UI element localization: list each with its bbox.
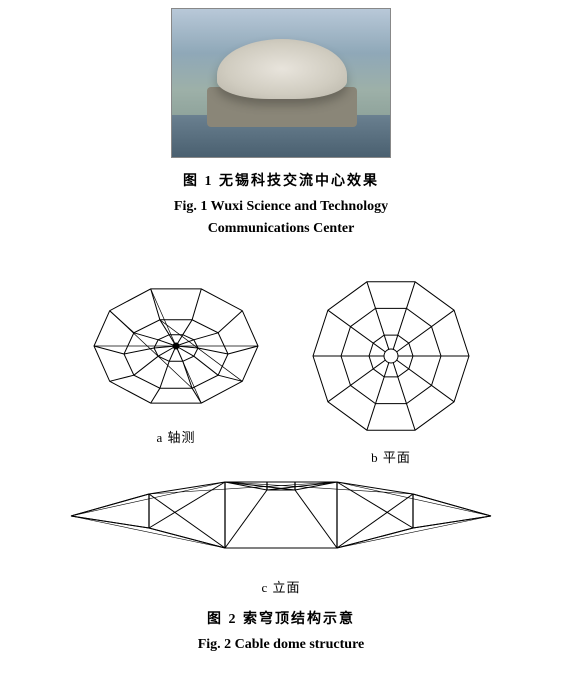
photo-building [217,39,347,99]
figure-2a-label: a 轴测 [156,427,195,446]
figure-2c-diagram [61,476,501,571]
figure-1-caption-en: Fig. 1 Wuxi Science and Technology Commu… [174,196,388,241]
figure-2b-diagram [306,271,476,441]
elev-diagonals-mid [149,482,413,548]
figure-2-caption-en: Fig. 2 Cable dome structure [198,634,365,656]
figure-1-caption-en-line1: Fig. 1 Wuxi Science and Technology [174,199,388,214]
figure-2-top-row: a 轴测 b 平面 [0,271,562,466]
elev-bottom-chord [71,516,491,548]
elev-diagonals-inner [225,482,337,548]
figure-1: 图 1 无锡科技交流中心效果 Fig. 1 Wuxi Science and T… [0,0,562,241]
elev-diagonals-outer [71,494,491,528]
figure-2-caption-zh: 图 2 索穹顶结构示意 [207,608,355,628]
figure-2b-block: b 平面 [306,271,476,466]
figure-2: a 轴测 b 平面 [0,241,562,656]
figure-2a-block: a 轴测 [86,271,266,446]
figure-1-caption-zh: 图 1 无锡科技交流中心效果 [183,170,379,190]
figure-1-caption-en-line2: Communications Center [208,221,355,236]
elev-top-chord [71,482,491,516]
elev-back-chords [71,482,491,548]
figure-2c-label: c 立面 [261,577,300,596]
figure-2b-label: b 平面 [371,447,411,466]
axon-mid-ring [124,320,228,388]
figure-2c-block: c 立面 [0,476,562,596]
plan-center-ring [384,349,398,363]
figure-1-rendering [171,8,391,158]
figure-2a-diagram [86,271,266,421]
